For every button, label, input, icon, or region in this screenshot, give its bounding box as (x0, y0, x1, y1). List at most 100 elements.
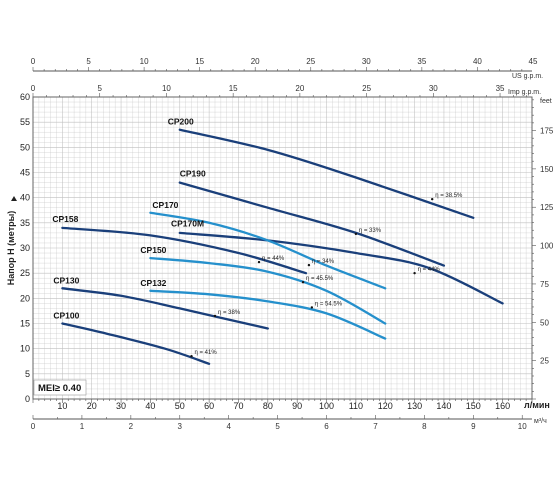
right-axis-unit: feet (540, 98, 552, 105)
pump-curves (61, 128, 504, 365)
plot-frame (32, 96, 533, 400)
efficiency-point (310, 306, 314, 309)
m3h-tick-label: 0 (31, 422, 36, 431)
m3h-tick-label: 4 (226, 422, 231, 431)
efficiency-label-cp132: η = 54.5% (315, 301, 343, 307)
curve-label-cp200: CP200 (168, 117, 194, 127)
y-tick-label: 45 (20, 168, 30, 178)
efficiency-point (190, 355, 193, 358)
x-tick-label: 30 (116, 401, 126, 411)
m3h-tick-label: 2 (129, 422, 134, 431)
efficiency-point (301, 281, 305, 284)
x-tick-label: 110 (349, 401, 363, 411)
curve-label-cp190: CP190 (180, 169, 206, 179)
efficiency-point (413, 271, 416, 275)
y-tick-label: 25 (20, 268, 30, 278)
curve-cp190 (178, 181, 446, 267)
imp-gpm-tick-label: 10 (162, 84, 171, 93)
sub-axis-unit: м³/ч (534, 418, 547, 425)
curve-cp150 (149, 256, 387, 325)
curve-label-cp100: CP100 (53, 311, 79, 321)
curve-label-cp170m: CP170M (171, 218, 204, 228)
feet-tick-label: 100 (540, 242, 554, 251)
m3h-tick-label: 7 (373, 422, 378, 431)
us-gpm-tick-label: 30 (362, 57, 371, 66)
y-tick-label: 5 (25, 369, 30, 379)
y-tick-label: 15 (20, 319, 30, 329)
us-gpm-tick-label: 15 (195, 57, 204, 66)
tick-labels: 10 20 30 40 50 60 70 80 90 100 110 120 130 140 150 1600… (20, 57, 554, 431)
m3h-tick-label: 6 (324, 422, 329, 431)
m3h-tick-label: 8 (422, 422, 427, 431)
curve-cp170m (178, 231, 504, 305)
efficiency-point (213, 314, 217, 318)
x-axis-unit: л/мин (524, 400, 550, 410)
us-gpm-tick-label: 45 (529, 57, 538, 66)
mei-badge (33, 379, 87, 396)
curve-cp200 (178, 128, 475, 219)
x-tick-label: 20 (87, 401, 97, 411)
imp-gpm-tick-label: 0 (31, 84, 36, 93)
curve-labels: CP200 η = 38.5% CP190 η = 33% CP158 η = 44% CP… (52, 117, 463, 358)
curve-cp132 (149, 289, 387, 340)
x-tick-label: 120 (378, 401, 393, 411)
imp-gpm-tick-label: 25 (362, 84, 371, 93)
y-tick-label: 10 (20, 344, 30, 354)
efficiency-point (257, 260, 261, 264)
feet-tick-label: 175 (540, 127, 554, 136)
x-tick-label: 80 (263, 401, 273, 411)
us-gpm-tick-label: 40 (473, 57, 482, 66)
top2-axis-unit: Imp g.p.m. (508, 89, 541, 96)
curve-cp170 (149, 211, 387, 290)
x-tick-label: 150 (466, 401, 481, 411)
efficiency-label-cp200: η = 38.5% (435, 193, 463, 199)
efficiency-point (307, 263, 311, 267)
m3h-tick-label: 5 (275, 422, 280, 431)
m3h-tick-label: 10 (518, 422, 527, 431)
us-gpm-tick-label: 20 (251, 57, 260, 66)
y-tick-label: 30 (20, 243, 30, 253)
x-tick-label: 90 (292, 401, 302, 411)
y-axis-arrow-icon (11, 196, 17, 201)
us-gpm-tick-label: 10 (140, 57, 149, 66)
grid (32, 96, 533, 400)
top-axis-unit: US g.p.m. (512, 73, 543, 80)
us-gpm-tick-label: 35 (417, 57, 426, 66)
y-tick-label: 40 (20, 193, 30, 203)
curve-cp130 (61, 287, 269, 330)
mei-label: MEI≥ 0.40 (38, 383, 81, 394)
x-tick-label: 10 (57, 401, 67, 411)
y-axis-label: Напор H (метры) (6, 211, 16, 286)
y-tick-label: 0 (25, 394, 30, 404)
x-tick-label: 50 (175, 401, 185, 411)
x-tick-label: 160 (495, 401, 510, 411)
imp-gpm-tick-label: 30 (429, 84, 438, 93)
curve-label-cp150: CP150 (140, 245, 166, 255)
us-gpm-tick-label: 25 (306, 57, 315, 66)
feet-tick-label: 25 (540, 357, 549, 366)
y-tick-label: 50 (20, 142, 30, 152)
efficiency-point (431, 197, 434, 201)
efficiency-label-cp130: η = 38% (218, 310, 241, 316)
feet-tick-label: 150 (540, 165, 554, 174)
curve-label-cp170: CP170 (152, 200, 178, 210)
efficiency-point (354, 232, 358, 236)
m3h-tick-label: 9 (471, 422, 476, 431)
y-tick-label: 35 (20, 218, 30, 228)
curve-cp100 (61, 322, 211, 365)
x-tick-label: 70 (233, 401, 243, 411)
feet-tick-label: 125 (540, 203, 554, 212)
curve-label-cp158: CP158 (52, 214, 78, 224)
axes (32, 70, 533, 420)
efficiency-label-cp158: η = 44% (262, 256, 285, 262)
x-tick-label: 40 (145, 401, 155, 411)
efficiency-label-cp170m: η = 44% (418, 267, 441, 273)
imp-gpm-tick-label: 5 (97, 84, 102, 93)
imp-gpm-tick-label: 15 (229, 84, 238, 93)
x-tick-label: 100 (319, 401, 334, 411)
x-tick-label: 140 (436, 401, 451, 411)
m3h-tick-label: 3 (178, 422, 183, 431)
y-tick-label: 55 (20, 117, 30, 127)
y-tick-label: 20 (20, 293, 30, 303)
efficiency-label-cp190: η = 33% (359, 228, 382, 234)
